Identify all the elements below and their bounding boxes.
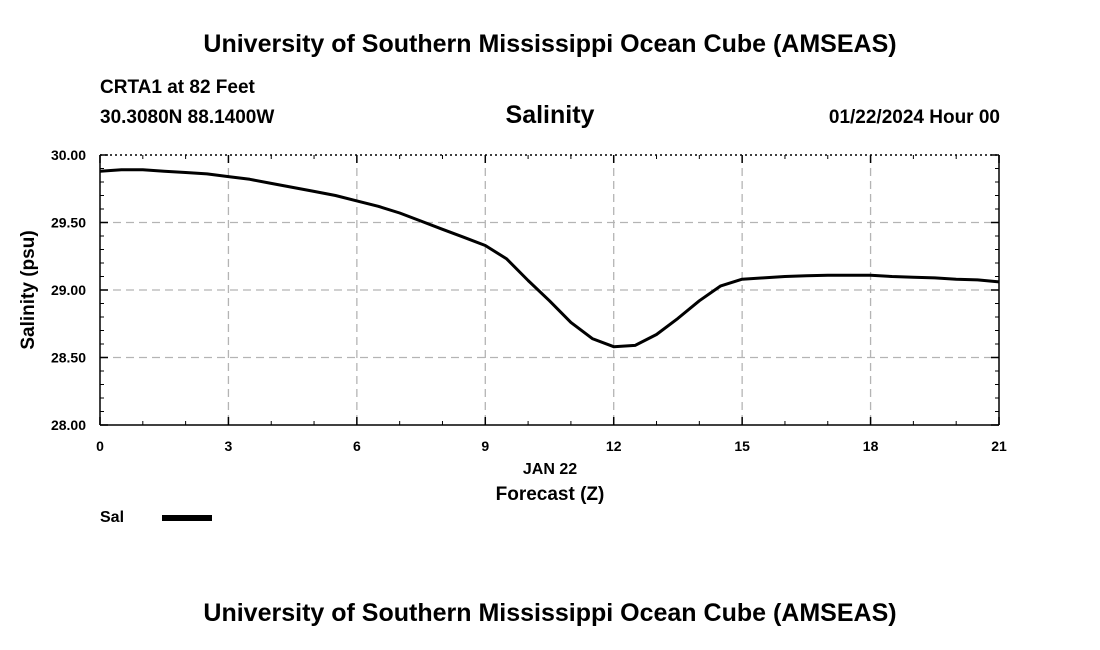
ticks — [99, 154, 1000, 426]
x-tick-label: 15 — [734, 438, 750, 454]
coordinates-label: 30.3080N 88.1400W — [100, 107, 275, 128]
x-tick-label: 12 — [606, 438, 622, 454]
series-line-sal — [99, 168, 1000, 349]
legend: Sal — [100, 509, 212, 527]
x-tick-label: 3 — [225, 438, 233, 454]
y-tick-label: 29.50 — [51, 215, 86, 231]
x-tick-label: 21 — [991, 438, 1007, 454]
legend-line-swatch — [162, 515, 212, 521]
y-axis-label: Salinity (psu) — [18, 230, 39, 349]
page-title: University of Southern Mississippi Ocean… — [203, 30, 897, 58]
datetime-label: 01/22/2024 Hour 00 — [828, 107, 1000, 128]
x-tick-label: 6 — [353, 438, 361, 454]
x-tick-label: 18 — [863, 438, 879, 454]
y-tick-label: 29.00 — [51, 282, 86, 298]
grid — [100, 155, 999, 425]
tick-labels: 0 3 6 9 12 15 18 21 28.00 28.50 29.00 29.50 30.00 — [51, 147, 1007, 454]
station-label: CRTA1 at 82 Feet — [100, 77, 255, 98]
x-axis-label: Forecast (Z) — [496, 484, 605, 505]
chart-title: Salinity — [505, 101, 595, 129]
y-tick-label: 30.00 — [51, 147, 86, 163]
y-tick-label: 28.00 — [51, 417, 86, 433]
x-axis-date-label: JAN 22 — [523, 461, 577, 478]
y-tick-label: 28.50 — [51, 350, 86, 366]
x-tick-label: 0 — [96, 438, 104, 454]
legend-label: Sal — [100, 509, 125, 526]
footer-title: University of Southern Mississippi Ocean… — [203, 599, 897, 627]
x-tick-label: 9 — [481, 438, 489, 454]
